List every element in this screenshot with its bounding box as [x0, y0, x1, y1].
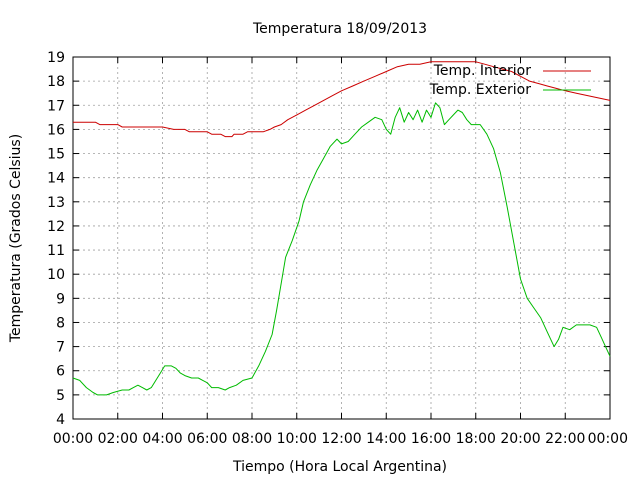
x-tick-label: 10:00 — [277, 431, 317, 447]
legend-label-interior: Temp. Interior — [433, 63, 532, 79]
y-tick-label: 11 — [47, 243, 65, 259]
y-tick-label: 18 — [47, 74, 65, 90]
series-layer — [72, 61, 611, 396]
y-tick-label: 13 — [47, 195, 65, 211]
x-tick-label: 20:00 — [500, 431, 540, 447]
x-tick-label: 04:00 — [142, 431, 182, 447]
x-tick-label: 06:00 — [187, 431, 227, 447]
y-tick-label: 15 — [47, 147, 65, 163]
y-axis-label: Temperatura (Grados Celsius) — [8, 134, 24, 343]
x-tick-label: 18:00 — [456, 431, 496, 447]
legend-label-exterior: Temp. Exterior — [429, 82, 532, 98]
y-tick-label: 4 — [56, 412, 65, 428]
x-tick-label: 22:00 — [545, 431, 585, 447]
y-tick-label: 5 — [56, 388, 65, 404]
y-tick-label: 8 — [56, 315, 65, 331]
y-tick-label: 17 — [47, 98, 65, 114]
legend: Temp. Interior Temp. Exterior — [429, 63, 591, 98]
grid — [73, 57, 610, 419]
y-axis-ticks: 4 5 6 7 8 9 10 11 12 13 14 15 16 17 18 19 — [47, 50, 610, 428]
x-tick-label: 16:00 — [411, 431, 451, 447]
y-tick-label: 7 — [56, 340, 65, 356]
x-axis-ticks: 00:00 02:00 04:00 06:00 08:00 10:00 12:00 14:00… — [53, 57, 628, 447]
y-tick-label: 9 — [56, 291, 65, 307]
y-tick-label: 19 — [47, 50, 65, 66]
x-tick-label: 08:00 — [232, 431, 272, 447]
y-tick-label: 16 — [47, 122, 65, 138]
series-line-interior — [73, 61, 611, 138]
y-tick-label: 14 — [47, 171, 65, 187]
x-tick-label: 12:00 — [321, 431, 361, 447]
x-tick-label: 00:00 — [53, 431, 93, 447]
y-tick-label: 10 — [47, 267, 65, 283]
y-tick-label: 6 — [56, 364, 65, 380]
x-tick-label: 02:00 — [98, 431, 138, 447]
x-tick-label: 00:00 — [588, 431, 628, 447]
x-tick-label: 14:00 — [366, 431, 406, 447]
series-line-exterior — [72, 102, 611, 396]
y-tick-label: 12 — [47, 219, 65, 235]
x-axis-label: Tiempo (Hora Local Argentina) — [232, 459, 447, 475]
chart-title: Temperatura 18/09/2013 — [252, 21, 427, 37]
